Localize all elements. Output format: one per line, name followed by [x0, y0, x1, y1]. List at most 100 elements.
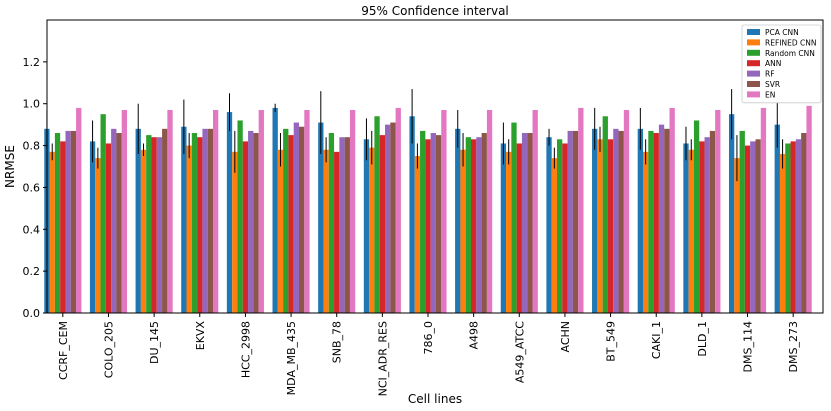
bar — [476, 137, 482, 313]
bar — [460, 149, 466, 313]
bar — [521, 133, 528, 313]
x-tick-label: 786_0 — [422, 321, 435, 355]
bar — [715, 109, 721, 314]
bar — [648, 130, 654, 313]
bar — [283, 128, 289, 313]
x-tick-label: A498 — [468, 321, 481, 350]
x-tick-label: NCI_ADR_RES — [376, 321, 389, 396]
bar — [637, 128, 643, 313]
error-bars-layer — [46, 89, 784, 182]
bar — [293, 122, 300, 313]
bar — [116, 133, 122, 313]
bar — [486, 109, 493, 314]
bar — [202, 128, 208, 313]
bar — [623, 109, 630, 314]
bar — [642, 151, 649, 313]
x-tick-label: EKVX — [194, 321, 207, 351]
bar — [242, 141, 249, 313]
x-tick-label: SNB_78 — [331, 321, 344, 363]
bar — [425, 139, 431, 313]
bar — [430, 133, 436, 313]
legend-swatch — [747, 91, 760, 98]
bar — [790, 141, 796, 313]
bar — [500, 143, 507, 313]
y-tick-label: 0.8 — [23, 140, 41, 153]
bar — [146, 135, 152, 313]
bar — [385, 124, 391, 313]
legend-swatch — [747, 29, 760, 35]
bar — [704, 137, 710, 313]
x-tick-label: MDA_MB_435 — [285, 321, 298, 395]
bar — [156, 137, 163, 313]
bar — [344, 137, 350, 313]
legend-swatch — [747, 70, 760, 77]
legend-swatch — [747, 81, 760, 87]
y-tick-label: 0.0 — [23, 307, 41, 320]
y-tick-label: 0.4 — [23, 223, 41, 236]
bar — [441, 109, 447, 314]
bar — [181, 126, 187, 314]
legend-label: ANN — [765, 59, 781, 68]
bar — [750, 141, 756, 313]
x-tick-label: CCRF_CEM — [57, 321, 70, 380]
bar — [232, 151, 238, 313]
bar — [556, 139, 563, 313]
bar — [226, 112, 233, 313]
bar — [334, 151, 340, 313]
bar — [465, 137, 471, 313]
bar — [688, 149, 694, 313]
x-tick-label: BT_549 — [605, 321, 618, 362]
bar — [409, 116, 415, 314]
bar — [60, 141, 66, 313]
x-tick-label: DU_145 — [148, 321, 161, 364]
bar — [420, 130, 426, 313]
x-tick-label: DMS_273 — [787, 321, 800, 372]
bar — [299, 126, 305, 314]
y-tick-label: 0.2 — [23, 265, 41, 278]
bar — [76, 107, 82, 314]
bar — [339, 137, 345, 313]
bar — [318, 122, 324, 313]
bar — [578, 107, 584, 314]
bar — [693, 120, 700, 314]
bar — [683, 143, 689, 313]
bar — [95, 158, 101, 313]
bar — [390, 122, 396, 313]
bar — [414, 156, 421, 313]
bar — [551, 158, 557, 313]
bar — [801, 133, 807, 313]
x-tick-label: A549_ATCC — [513, 321, 526, 383]
bar — [744, 145, 751, 313]
y-tick-label: 1.0 — [23, 98, 41, 111]
bar — [54, 133, 61, 313]
bar — [562, 143, 568, 313]
bar — [618, 130, 624, 313]
bar — [213, 109, 219, 314]
bar — [207, 128, 214, 313]
x-tick-label: ACHN — [559, 321, 572, 353]
bar — [779, 153, 786, 313]
bar — [395, 107, 401, 314]
bar — [653, 133, 659, 313]
legend-swatch — [747, 60, 760, 67]
legend-swatch — [747, 39, 760, 46]
x-axis-label: Cell lines — [408, 392, 462, 406]
x-tick-label: DMS_114 — [742, 321, 755, 372]
bar — [121, 109, 128, 314]
bar — [602, 116, 608, 314]
legend-label: RF — [765, 70, 775, 79]
bar — [304, 109, 310, 314]
bar — [709, 130, 716, 313]
bar — [167, 109, 173, 314]
bar — [506, 151, 512, 313]
bar — [237, 120, 243, 314]
bar — [755, 139, 761, 313]
bar — [349, 109, 356, 314]
legend-label: SVR — [765, 80, 780, 89]
legend-label: EN — [765, 90, 775, 99]
bar — [669, 107, 675, 314]
x-tick-label: COLO_205 — [102, 321, 115, 378]
y-axis-label: NRMSE — [3, 145, 17, 188]
